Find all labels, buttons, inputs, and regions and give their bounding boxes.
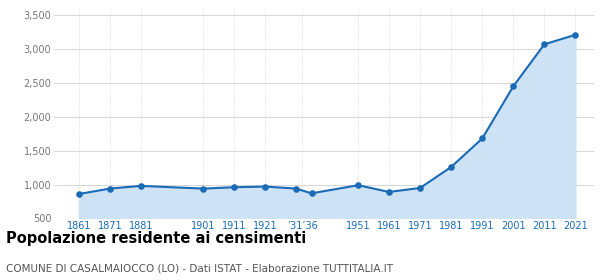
Point xyxy=(385,190,394,194)
Point xyxy=(229,185,239,190)
Point xyxy=(571,32,580,37)
Point xyxy=(509,84,518,88)
Point xyxy=(260,184,270,189)
Point xyxy=(353,183,363,187)
Text: COMUNE DI CASALMAIOCCO (LO) - Dati ISTAT - Elaborazione TUTTITALIA.IT: COMUNE DI CASALMAIOCCO (LO) - Dati ISTAT… xyxy=(6,263,393,273)
Point xyxy=(105,186,115,191)
Point xyxy=(136,184,146,188)
Point xyxy=(539,42,549,46)
Point xyxy=(446,165,456,169)
Point xyxy=(74,192,83,196)
Text: Popolazione residente ai censimenti: Popolazione residente ai censimenti xyxy=(6,231,306,246)
Point xyxy=(307,191,316,195)
Point xyxy=(198,186,208,191)
Point xyxy=(478,136,487,141)
Point xyxy=(415,186,425,190)
Point xyxy=(291,186,301,191)
